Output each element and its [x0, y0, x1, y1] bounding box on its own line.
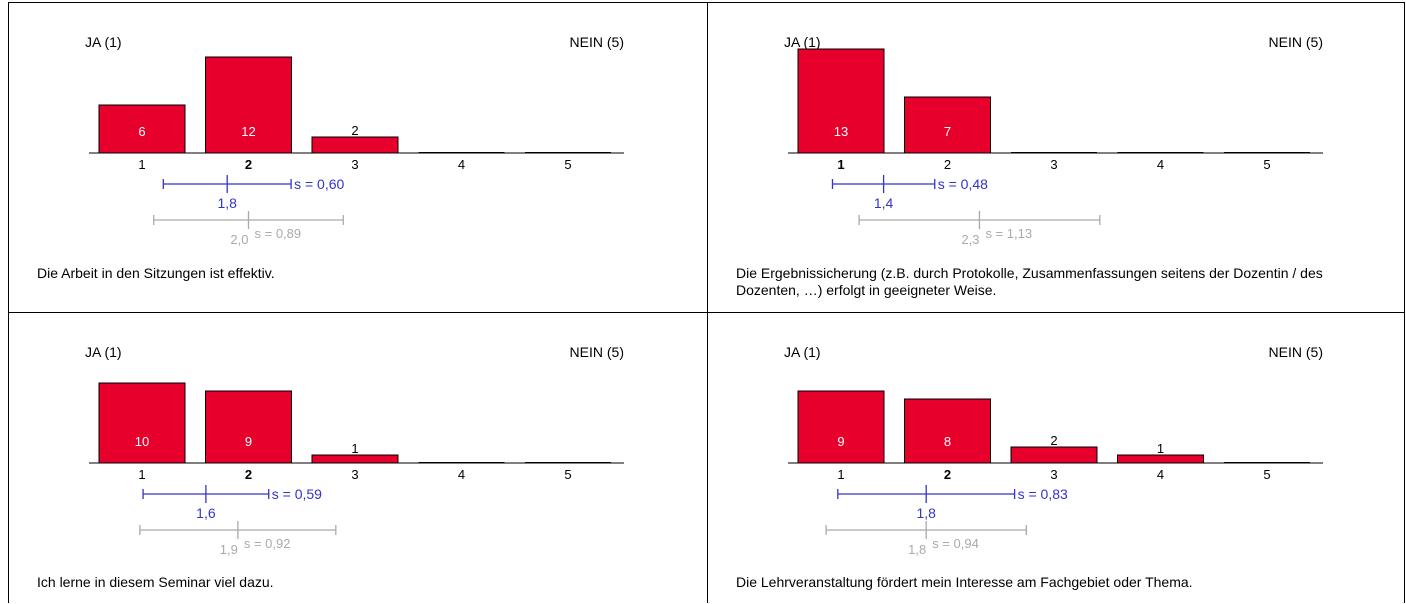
histogram-chart-1: JA (1) NEIN (5)6 12 21 2 3 4 51,8s = 0,602,0 s =… — [85, 34, 624, 247]
mean-value-label: 1,8 — [916, 505, 936, 521]
x-tick-label: 3 — [1050, 467, 1057, 482]
x-tick-label: 2 — [944, 157, 951, 172]
x-tick-label: 4 — [458, 157, 465, 172]
x-tick-label: 5 — [1263, 467, 1270, 482]
bar-value-label: 10 — [135, 434, 149, 449]
question-panel-4: JA (1) NEIN (5) 9 8 2 1 1 2 3 4 5 1,8 s = 0,83 1,8 s =… — [707, 312, 1405, 603]
mean-sd-label: s = 0,59 — [272, 486, 322, 502]
right-scale-label: NEIN (5) — [1269, 344, 1323, 360]
left-scale-label: JA (1) — [85, 34, 122, 50]
question-text-3: Ich lerne in diesem Seminar viel dazu. — [37, 574, 274, 590]
mean-value-label: 1,8 — [217, 195, 237, 211]
bar — [904, 398, 991, 464]
x-tick-label: 1 — [138, 157, 145, 172]
bar-value-label: 6 — [138, 124, 145, 139]
mean-value-label: 1,4 — [874, 195, 894, 211]
question-text-1: Die Arbeit in den Sitzungen ist effektiv… — [37, 265, 275, 281]
norm-value-label: 1,9 — [220, 542, 238, 557]
x-tick-label: 2 — [944, 467, 951, 482]
left-scale-label: JA (1) — [784, 344, 821, 360]
x-tick-label: 5 — [1263, 157, 1270, 172]
bar — [1117, 454, 1204, 464]
norm-value-label: 1,8 — [908, 542, 926, 557]
x-tick-label: 3 — [1050, 157, 1057, 172]
question-text-4: Die Lehrveranstaltung fördert mein Inter… — [736, 574, 1193, 590]
question-panel-1: JA (1) NEIN (5) 6 12 2 1 2 3 4 5 1,8 s = 0,60 2,0 s =… — [8, 2, 708, 313]
question-panel-2: JA (1) NEIN (5) 13 7 1 2 3 4 5 1,4 s = 0,48 2,3 s = … — [707, 2, 1405, 313]
mean-sd-label: s = 0,48 — [938, 176, 988, 192]
norm-sd-label: s = 1,13 — [985, 226, 1032, 241]
norm-sd-label: s = 0,89 — [255, 226, 302, 241]
x-tick-label: 1 — [837, 467, 844, 482]
bar — [797, 390, 885, 464]
bar-value-label: 9 — [837, 434, 844, 449]
bar-value-label: 8 — [944, 434, 951, 449]
x-tick-label: 4 — [1157, 467, 1164, 482]
histogram-chart-2: JA (1) NEIN (5) 13 7 1 2 3 4 5 1,4 s = 0,48 2,3 s = … — [784, 34, 1323, 247]
bar-value-label: 1 — [1157, 441, 1164, 456]
bar — [311, 454, 399, 464]
x-tick-label: 5 — [564, 467, 571, 482]
question-panel-3: JA (1) NEIN (5) 10 9 1 1 2 3 4 5 1,6 s = 0,59 1,9 s =… — [8, 312, 708, 603]
norm-sd-label: s = 0,92 — [244, 536, 291, 551]
question-text-2: Die Ergebnissicherung (z.B. durch Protok… — [736, 265, 1323, 298]
right-scale-label: NEIN (5) — [570, 344, 624, 360]
right-scale-label: NEIN (5) — [1269, 34, 1323, 50]
bar — [98, 104, 186, 154]
bar-value-label: 2 — [1050, 433, 1057, 448]
mean-sd-label: s = 0,83 — [1018, 486, 1068, 502]
mean-sd-label: s = 0,60 — [294, 176, 344, 192]
bar — [797, 48, 885, 154]
right-scale-label: NEIN (5) — [570, 34, 624, 50]
mean-value-label: 1,6 — [196, 505, 216, 521]
x-tick-label: 1 — [138, 467, 145, 482]
x-tick-label: 4 — [1157, 157, 1164, 172]
histogram-chart-3: JA (1) NEIN (5) 10 9 1 1 2 3 4 5 1,6 s = 0,59 1,9 s =… — [85, 344, 624, 557]
x-tick-label: 3 — [351, 467, 358, 482]
bar-value-label: 9 — [245, 434, 252, 449]
x-tick-label: 1 — [837, 157, 844, 172]
bar — [904, 96, 991, 154]
bar-value-label: 1 — [351, 441, 358, 456]
bar — [205, 390, 292, 464]
norm-value-label: 2,3 — [961, 232, 979, 247]
x-tick-label: 2 — [245, 157, 252, 172]
norm-sd-label: s = 0,94 — [932, 536, 979, 551]
left-scale-label: JA (1) — [85, 344, 122, 360]
x-tick-label: 2 — [245, 467, 252, 482]
bar-value-label: 7 — [944, 124, 951, 139]
bar-value-label: 12 — [241, 124, 255, 139]
norm-value-label: 2,0 — [230, 232, 248, 247]
x-tick-label: 3 — [351, 157, 358, 172]
x-tick-label: 4 — [458, 467, 465, 482]
bar-value-label: 2 — [351, 123, 358, 138]
histogram-chart-4: JA (1) NEIN (5) 9 8 2 1 1 2 3 4 5 1,8 s = 0,83 1,8 s =… — [784, 344, 1323, 557]
bar — [311, 136, 399, 154]
x-tick-label: 5 — [564, 157, 571, 172]
left-scale-label: JA (1) — [784, 34, 821, 50]
bar — [1010, 446, 1098, 464]
bar — [98, 382, 186, 464]
bar-value-label: 13 — [834, 124, 848, 139]
bar — [205, 56, 292, 154]
